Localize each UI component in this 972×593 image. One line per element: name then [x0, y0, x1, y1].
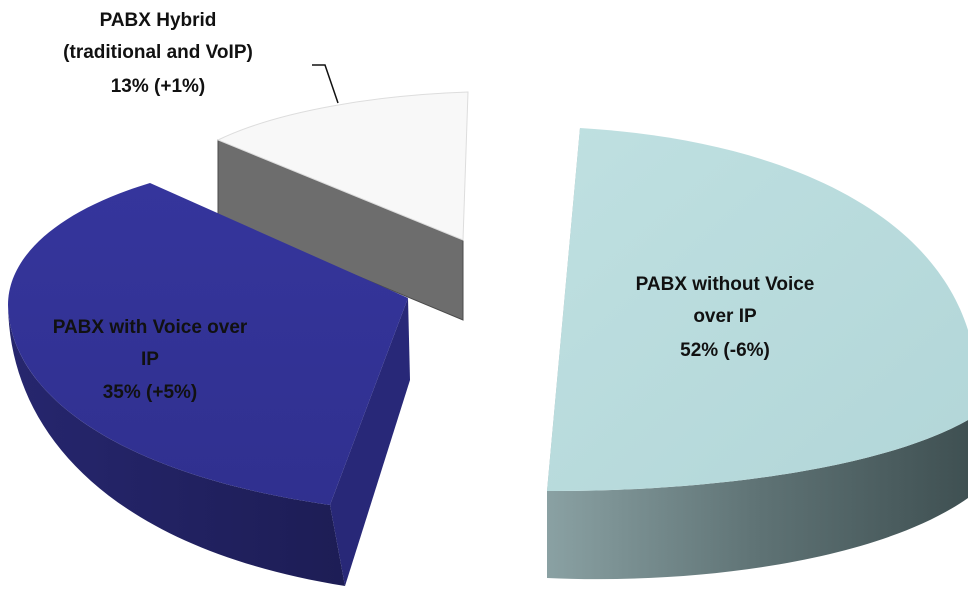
label-pabx-hybrid-line2: (traditional and VoIP)	[63, 42, 253, 63]
slice-pabx-with-voip	[8, 183, 410, 586]
label-pabx-without-voip-line2: over IP	[693, 306, 757, 327]
hybrid-leader-line	[312, 64, 339, 104]
label-pabx-hybrid-value: 13% (+1%)	[111, 76, 206, 97]
slice-pabx-without-voip	[547, 128, 968, 580]
label-pabx-with-voip-line1: PABX with Voice over	[53, 317, 248, 338]
label-pabx-without-voip-value: 52% (-6%)	[680, 340, 770, 361]
label-pabx-with-voip-line2: IP	[141, 349, 159, 370]
label-pabx-with-voip: PABX with Voice over IP 35% (+5%)	[53, 317, 248, 403]
label-pabx-without-voip-line1: PABX without Voice	[636, 274, 815, 295]
slice-pabx-with-voip-side	[8, 305, 345, 586]
label-pabx-hybrid-line1: PABX Hybrid	[100, 10, 217, 31]
slice-pabx-without-voip-side	[547, 420, 968, 580]
slice-pabx-with-voip-wall	[330, 298, 410, 586]
slice-pabx-with-voip-top	[8, 183, 408, 505]
slice-pabx-hybrid	[216, 91, 469, 321]
label-pabx-hybrid: PABX Hybrid (traditional and VoIP) 13% (…	[63, 10, 253, 97]
label-pabx-without-voip: PABX without Voice over IP 52% (-6%)	[636, 274, 815, 361]
slice-pabx-hybrid-top	[216, 91, 469, 241]
slice-pabx-without-voip-top	[547, 128, 968, 492]
label-pabx-with-voip-value: 35% (+5%)	[103, 382, 198, 403]
